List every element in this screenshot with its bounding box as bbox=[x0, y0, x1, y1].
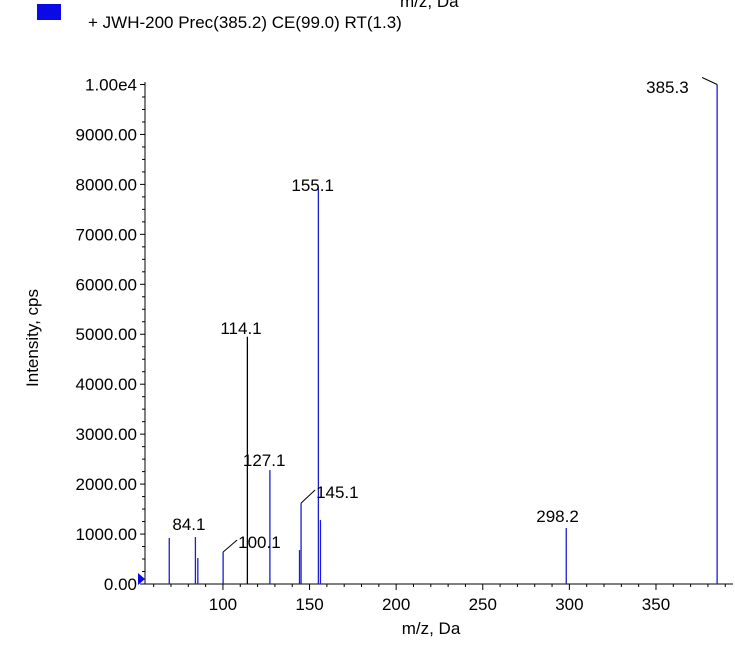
peak-label: 385.3 bbox=[646, 78, 689, 97]
y-axis-ticks: 0.00 1000.00 2000.00 3000.00 4000.00 5000.00 6… bbox=[76, 75, 145, 594]
peak-label-leader bbox=[300, 489, 316, 504]
y-axis-title: Intensity, cps bbox=[23, 289, 42, 387]
y-tick-label: 1000.00 bbox=[76, 525, 137, 544]
peak-label: 100.1 bbox=[238, 533, 281, 552]
axes bbox=[138, 82, 733, 585]
y-tick-label: 1.00e4 bbox=[85, 75, 137, 94]
peak-label: 114.1 bbox=[220, 319, 261, 338]
legend: + JWH-200 Prec(385.2) CE(99.0) RT(1.3) bbox=[37, 4, 402, 32]
y-tick-label: 5000.00 bbox=[76, 325, 137, 344]
y-tick-label: 2000.00 bbox=[76, 475, 137, 494]
y-tick-label: 6000.00 bbox=[76, 275, 137, 294]
legend-swatch bbox=[37, 4, 61, 20]
peak-label: 127.1 bbox=[243, 451, 286, 470]
peaks bbox=[168, 84, 718, 584]
peak-label: 155.1 bbox=[291, 176, 334, 195]
peak-label: 145.1 bbox=[316, 483, 359, 502]
peak-labels: 84.1 100.1 114.1 127.1 145.1 155.1 298.2 385.3 bbox=[172, 77, 718, 553]
x-tick-label: 250 bbox=[469, 595, 497, 614]
x-axis-ticks: 100 150 200 250 300 350 bbox=[153, 584, 726, 614]
y-tick-label: 4000.00 bbox=[76, 375, 137, 394]
x-tick-label: 300 bbox=[555, 595, 583, 614]
peak-label-leader bbox=[222, 539, 238, 553]
legend-label: + JWH-200 Prec(385.2) CE(99.0) RT(1.3) bbox=[88, 13, 402, 32]
cut-off-axis-label: m/z, Da bbox=[400, 0, 459, 11]
baseline-marker-icon bbox=[138, 573, 145, 585]
y-tick-label: 0.00 bbox=[104, 575, 137, 594]
y-tick-label: 8000.00 bbox=[76, 175, 137, 194]
x-tick-label: 100 bbox=[209, 595, 237, 614]
x-tick-label: 150 bbox=[295, 595, 323, 614]
y-tick-label: 3000.00 bbox=[76, 425, 137, 444]
x-tick-label: 350 bbox=[642, 595, 670, 614]
x-tick-label: 200 bbox=[382, 595, 410, 614]
y-tick-label: 7000.00 bbox=[76, 225, 137, 244]
peak-label: 84.1 bbox=[172, 515, 205, 534]
x-axis-title: m/z, Da bbox=[402, 619, 461, 638]
y-tick-label: 9000.00 bbox=[76, 125, 137, 144]
peak-label-leader bbox=[701, 77, 718, 85]
peak-label: 298.2 bbox=[536, 507, 579, 526]
